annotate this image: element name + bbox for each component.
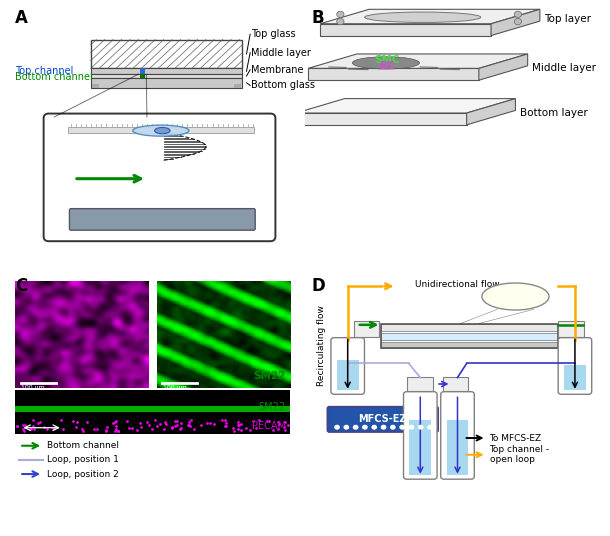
FancyBboxPatch shape	[70, 209, 255, 230]
Text: Loop, position 2: Loop, position 2	[48, 470, 119, 479]
Text: PECAM: PECAM	[252, 421, 285, 430]
Text: To MFCS-EZ: To MFCS-EZ	[489, 434, 542, 443]
Bar	[91, 74, 242, 78]
FancyBboxPatch shape	[443, 376, 468, 391]
Circle shape	[409, 426, 414, 429]
Bar	[447, 420, 468, 474]
Polygon shape	[296, 99, 515, 113]
Polygon shape	[479, 54, 528, 80]
Circle shape	[337, 18, 344, 25]
Ellipse shape	[154, 128, 170, 134]
Circle shape	[514, 11, 522, 18]
Text: Top glass: Top glass	[251, 29, 295, 39]
FancyBboxPatch shape	[91, 40, 242, 69]
Circle shape	[514, 18, 522, 25]
Text: Unidirectional flow: Unidirectional flow	[415, 280, 500, 289]
Text: Bottom channel: Bottom channel	[15, 72, 93, 83]
Text: 100 μm: 100 μm	[163, 384, 187, 390]
Bar	[91, 69, 242, 74]
Circle shape	[372, 426, 376, 429]
Bar	[91, 78, 242, 88]
Text: EC: EC	[380, 61, 395, 71]
FancyBboxPatch shape	[354, 321, 379, 338]
FancyBboxPatch shape	[328, 407, 438, 432]
Polygon shape	[296, 113, 467, 125]
FancyBboxPatch shape	[559, 321, 584, 338]
Ellipse shape	[353, 57, 420, 69]
Text: Bottom glass: Bottom glass	[251, 80, 315, 91]
Bar	[381, 342, 558, 348]
Text: 100 μm: 100 μm	[21, 384, 45, 390]
Bar	[337, 360, 359, 390]
FancyBboxPatch shape	[440, 392, 475, 479]
Bar	[381, 333, 558, 340]
Bar	[564, 365, 586, 390]
Circle shape	[344, 426, 348, 429]
Text: Top layer: Top layer	[544, 14, 592, 25]
Text: Bottom channel: Bottom channel	[48, 441, 120, 450]
Ellipse shape	[133, 125, 189, 136]
Ellipse shape	[365, 12, 481, 23]
Text: Top channel: Top channel	[15, 66, 73, 76]
Circle shape	[353, 426, 357, 429]
Text: Middle layer: Middle layer	[251, 48, 310, 58]
Circle shape	[381, 426, 386, 429]
Text: MFCS-EZ: MFCS-EZ	[359, 414, 407, 424]
Circle shape	[428, 426, 432, 429]
Text: D: D	[311, 277, 325, 295]
Text: SM22: SM22	[253, 371, 285, 381]
Bar	[15, 406, 290, 412]
Text: Top channel -
open loop: Top channel - open loop	[489, 445, 550, 464]
Circle shape	[400, 426, 404, 429]
Polygon shape	[467, 99, 515, 125]
Bar	[381, 324, 558, 331]
Polygon shape	[308, 54, 528, 69]
FancyBboxPatch shape	[558, 338, 592, 394]
Bar	[93, 84, 99, 88]
Circle shape	[390, 426, 395, 429]
FancyBboxPatch shape	[331, 338, 365, 394]
Text: Loop, position 1: Loop, position 1	[48, 456, 119, 464]
Polygon shape	[320, 9, 540, 24]
Text: B: B	[311, 9, 324, 27]
Bar	[15, 390, 290, 434]
Text: SMC: SMC	[375, 55, 400, 65]
Text: A: A	[15, 9, 28, 27]
Polygon shape	[308, 69, 479, 80]
Text: Membrane: Membrane	[251, 65, 303, 75]
Text: SM22: SM22	[259, 401, 285, 412]
Text: Bottom layer: Bottom layer	[520, 108, 588, 117]
Polygon shape	[320, 24, 491, 35]
Circle shape	[363, 426, 367, 429]
Bar	[140, 74, 145, 78]
Circle shape	[337, 11, 344, 18]
Bar	[140, 69, 145, 74]
Ellipse shape	[482, 283, 549, 310]
FancyBboxPatch shape	[44, 114, 275, 241]
Bar	[409, 420, 431, 474]
Bar	[234, 84, 240, 88]
Circle shape	[335, 426, 339, 429]
Text: Middle layer: Middle layer	[532, 63, 596, 73]
FancyBboxPatch shape	[404, 392, 437, 479]
FancyBboxPatch shape	[407, 376, 432, 391]
Bar	[68, 128, 254, 133]
Circle shape	[418, 426, 423, 429]
Polygon shape	[491, 9, 540, 35]
Text: Recirculating flow: Recirculating flow	[317, 305, 326, 386]
Text: C: C	[15, 277, 27, 295]
